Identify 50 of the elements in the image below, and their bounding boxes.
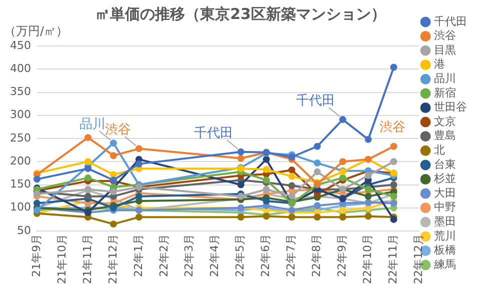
legend-label: 板橋 [433,244,456,257]
legend-label: 渋谷 [434,29,456,42]
legend-label: 港 [434,58,445,71]
y-tick-label: 300 [10,108,31,122]
x-tick-label: 21年10月 [55,234,68,284]
legend-label: 北 [434,144,445,157]
x-tick-label: 22年1月 [132,234,145,278]
legend-label: 中野 [434,200,456,214]
y-tick-label: 250 [10,131,31,144]
y-tick-label: 100 [10,200,31,214]
y-tick-label: 50 [16,224,31,237]
x-tick-label: 22年2月 [157,234,170,278]
annotation: 品川 [79,117,106,132]
y-tick-label: 200 [10,154,31,168]
legend-label: 台東 [434,158,456,171]
x-tick-label: 21年12月 [106,234,120,284]
annotation: 渋谷 [380,120,406,136]
x-tick-label: 22年12月 [412,234,426,284]
legend-label: 練馬 [433,258,456,271]
legend-label: 世田谷 [434,100,467,114]
y-axis-title: （万円/㎡） [4,24,68,38]
x-tick-label: 22年6月 [259,234,272,278]
y-tick-label: 450 [10,38,31,52]
x-tick-label: 22年5月 [234,234,247,278]
legend-label: 千代田 [434,14,467,28]
annotation: 千代田 [194,126,233,141]
x-tick-label: 22年3月 [182,234,196,278]
legend-label: 荒川 [434,229,456,242]
legend-label: 墨田 [434,215,456,228]
x-tick-label: 22年4月 [208,234,222,278]
legend-label: 杉並 [433,172,456,186]
x-tick-label: 21年9月 [30,234,43,278]
legend-label: 豊島 [434,129,456,142]
legend-label: 大田 [434,186,456,200]
y-tick-label: 350 [10,85,31,98]
legend-label: 新宿 [434,86,456,100]
x-tick-label: 22年10月 [361,234,374,284]
chart-title: ㎡単価の推移（東京23区新築マンション） [95,4,386,23]
annotation: 千代田 [296,93,335,108]
x-tick-label: 22年7月 [284,234,298,278]
x-tick-label: 22年9月 [336,234,349,278]
x-tick-label: 22年11月 [386,234,400,284]
legend-label: 目黒 [434,43,456,56]
x-tick-label: 21年11月 [80,234,94,284]
legend-label: 文京 [434,114,456,128]
x-tick-label: 22年8月 [310,234,324,278]
y-tick-label: 150 [10,178,31,191]
legend-label: 品川 [434,72,456,86]
annotation: 渋谷 [104,122,131,138]
y-tick-label: 400 [10,62,31,75]
